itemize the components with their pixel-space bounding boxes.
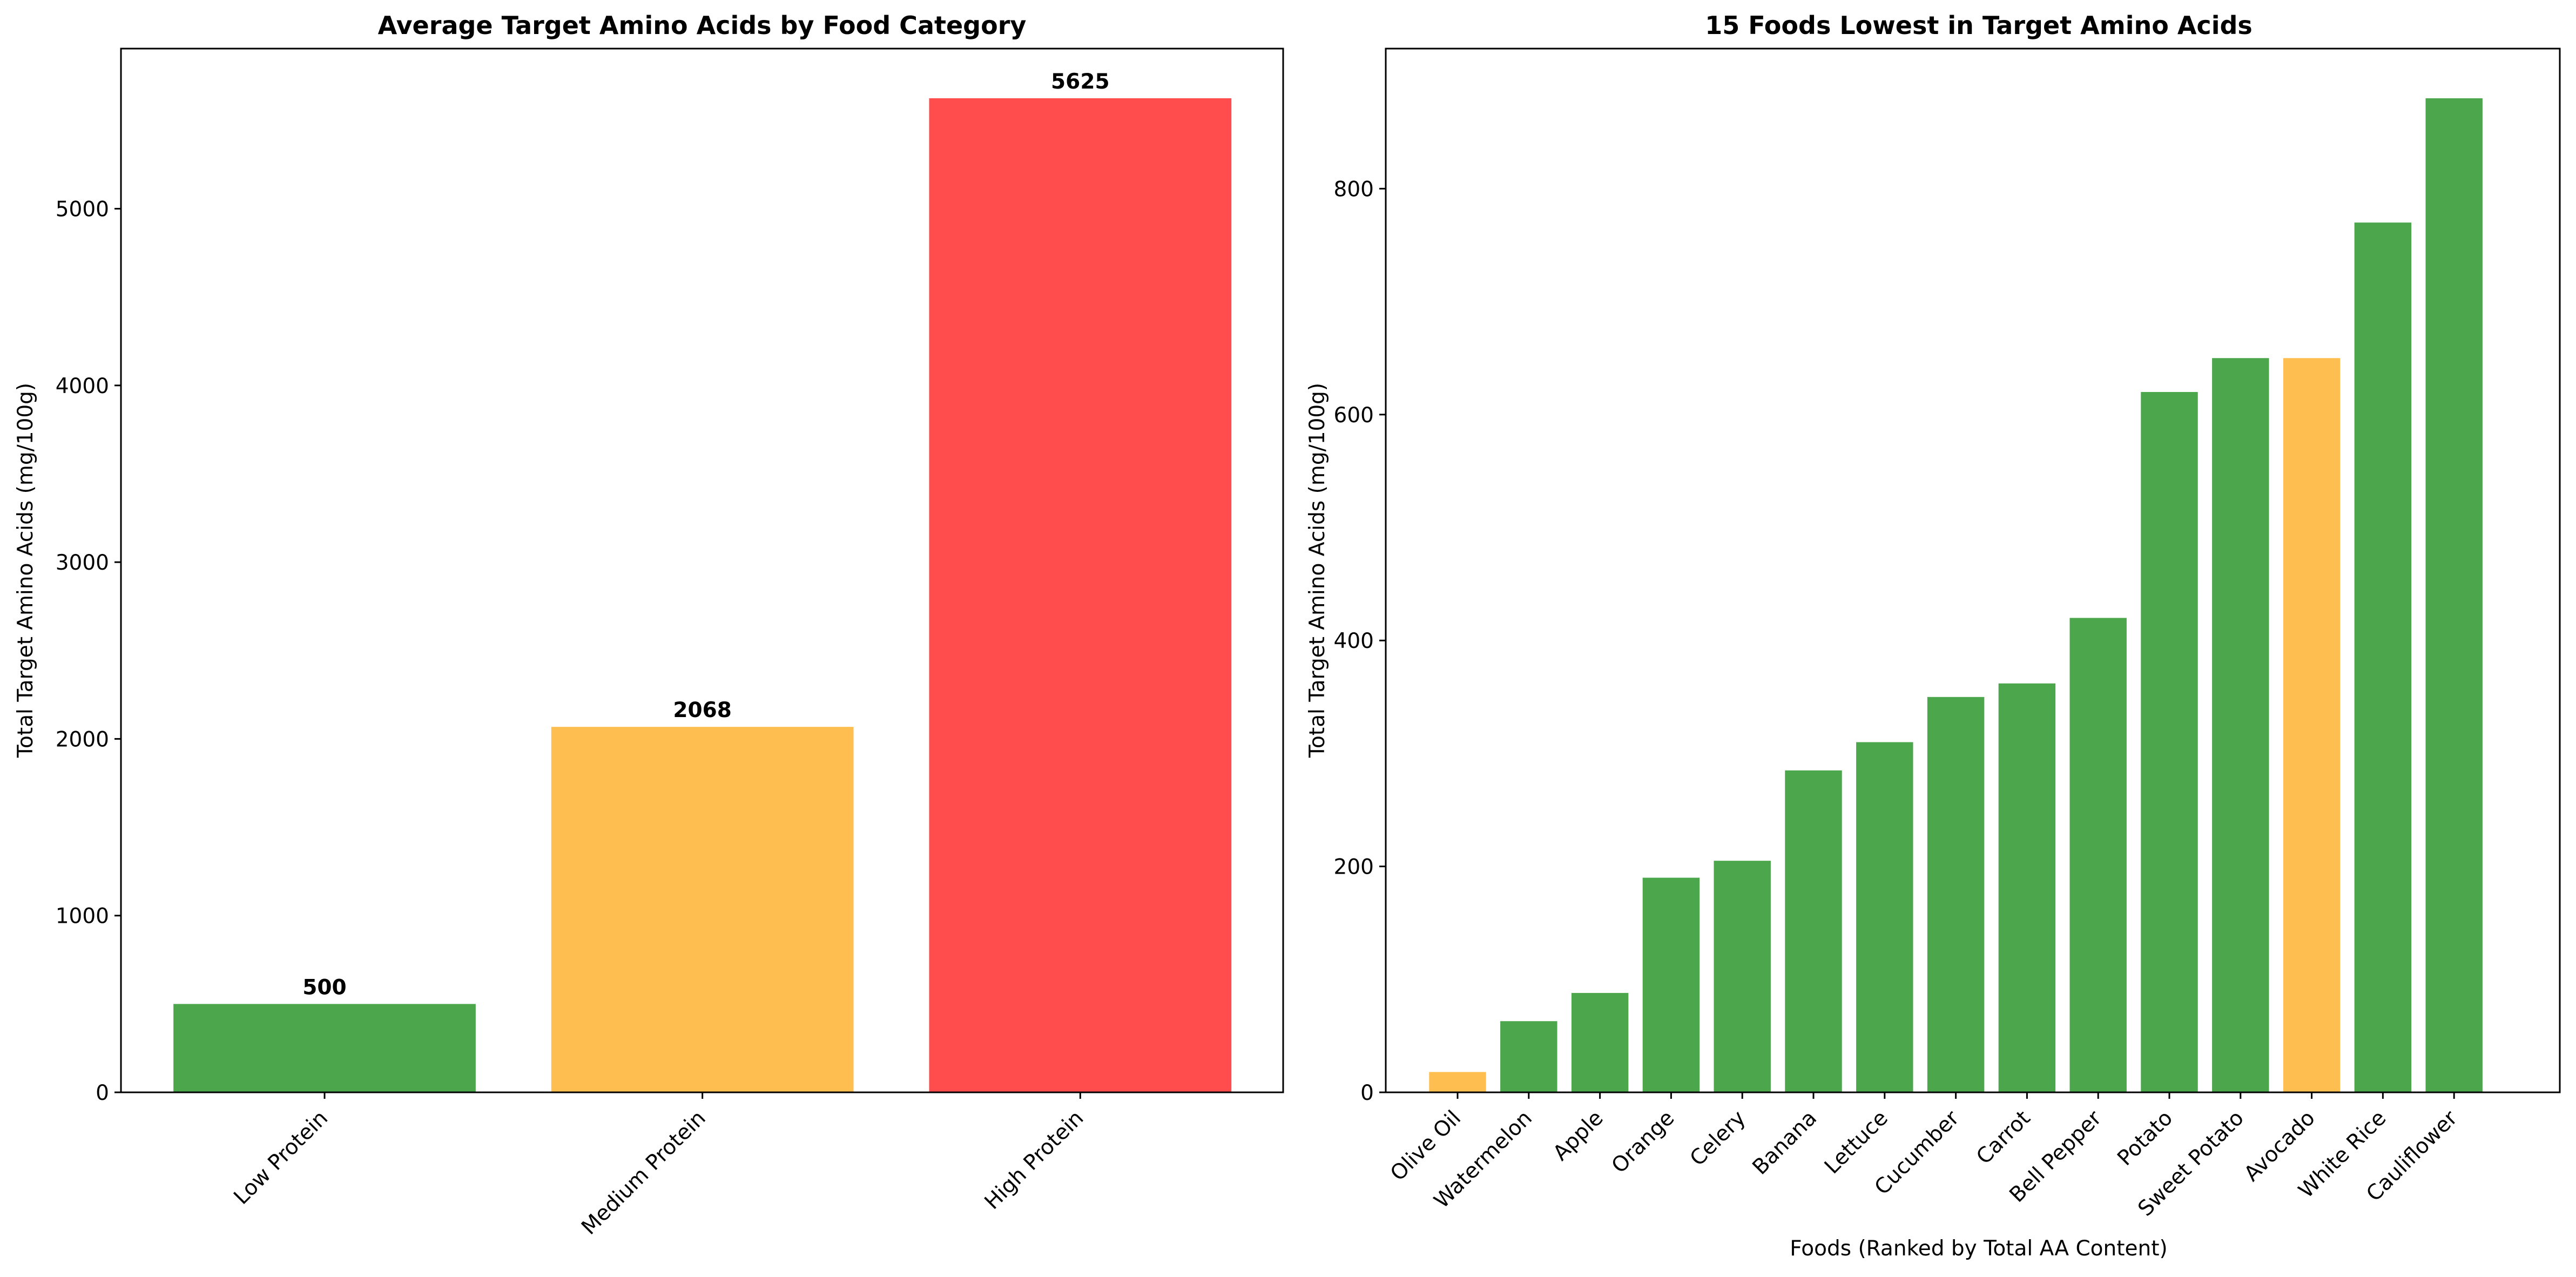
chart-title: Average Target Amino Acids by Food Categ… xyxy=(378,11,1027,40)
bar xyxy=(1500,1021,1557,1092)
bar xyxy=(929,98,1232,1092)
y-tick-label: 2000 xyxy=(56,727,109,752)
bar xyxy=(2425,98,2483,1093)
y-tick-label: 0 xyxy=(1360,1081,1374,1105)
y-tick-label: 600 xyxy=(1334,403,1374,428)
value-label-group: 500 2068 5625 xyxy=(302,70,1109,999)
bar xyxy=(1642,877,1700,1092)
bar xyxy=(2354,222,2412,1093)
bar xyxy=(1571,992,1629,1092)
y-tick-label: 4000 xyxy=(56,374,109,398)
y-tick-label: 1000 xyxy=(56,904,109,929)
value-label: 2068 xyxy=(673,698,732,722)
bar xyxy=(1785,770,1842,1092)
value-label: 500 xyxy=(302,975,346,999)
y-tick-label: 3000 xyxy=(56,551,109,575)
x-axis-label: Foods (Ranked by Total AA Content) xyxy=(1790,1237,2168,1261)
bar xyxy=(2283,358,2341,1093)
bar xyxy=(1998,683,2056,1092)
chart-title: 15 Foods Lowest in Target Amino Acids xyxy=(1705,11,2253,40)
bar xyxy=(2141,391,2198,1093)
y-axis-label: Total Target Amino Acids (mg/100g) xyxy=(14,383,38,758)
y-tick-label: 5000 xyxy=(56,198,109,222)
bar-group xyxy=(173,98,1232,1092)
y-tick-label: 0 xyxy=(96,1081,109,1105)
bar xyxy=(1429,1072,1486,1092)
bar xyxy=(2069,618,2127,1092)
bar xyxy=(551,727,854,1092)
y-tick-label: 200 xyxy=(1334,855,1374,880)
value-label: 5625 xyxy=(1051,70,1110,94)
bar xyxy=(1927,697,1985,1092)
bar xyxy=(1714,861,1771,1092)
plot-frame xyxy=(1385,48,2561,1093)
y-axis-ticks: 0 1000 2000 3000 4000 5000 xyxy=(56,198,121,1105)
y-axis-label: Total Target Amino Acids (mg/100g) xyxy=(1305,383,1330,758)
bar xyxy=(173,1004,476,1092)
bar-group xyxy=(1429,98,2483,1093)
y-axis-ticks: 0 200 400 600 800 xyxy=(1334,177,1386,1105)
bar xyxy=(1856,742,1913,1092)
y-tick-label: 400 xyxy=(1334,629,1374,653)
y-tick-label: 800 xyxy=(1334,177,1374,201)
bar xyxy=(2212,358,2269,1093)
